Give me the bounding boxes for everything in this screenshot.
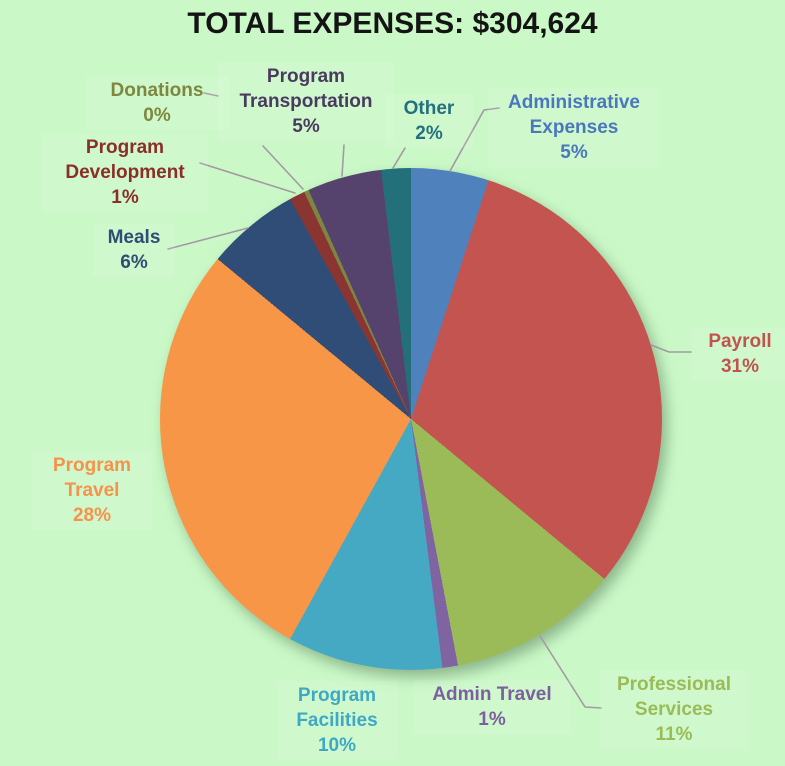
pie-chart <box>160 168 662 670</box>
slice-percent: 5% <box>292 116 320 138</box>
label-program-travel: Program Travel 28% <box>32 451 152 531</box>
slice-percent: 1% <box>111 187 139 209</box>
slice-name: Donations <box>110 80 204 101</box>
slice-percent: 10% <box>317 735 357 757</box>
slice-name: Admin Travel <box>432 684 552 705</box>
slice-name: Program Development <box>65 137 185 184</box>
slice-name: Other <box>403 98 455 119</box>
label-program-facilities: Program Facilities 10% <box>277 681 397 761</box>
chart-title: TOTAL EXPENSES: $304,624 <box>187 7 598 40</box>
leader-line-payroll <box>650 344 692 353</box>
slice-name: Program Transportation <box>239 66 373 113</box>
label-other: Other 2% <box>385 94 473 149</box>
slice-name: Program Facilities <box>296 685 378 732</box>
label-professional-services: Professional Services 11% <box>600 670 748 750</box>
leader-line-program-development <box>199 162 296 194</box>
slice-name: Program Travel <box>52 455 132 502</box>
label-administrative-expenses: Administrative Expenses 5% <box>488 88 660 168</box>
label-payroll: Payroll 31% <box>692 327 785 382</box>
slice-percent: 11% <box>655 724 693 746</box>
slice-percent: 1% <box>478 709 506 731</box>
label-program-development: Program Development 1% <box>42 133 208 213</box>
label-donations: Donations 0% <box>85 76 229 131</box>
slice-name: Meals <box>107 227 161 248</box>
slice-percent: 2% <box>415 123 443 145</box>
slice-percent: 0% <box>143 105 171 127</box>
slice-percent: 28% <box>72 505 112 527</box>
leader-line-other <box>392 147 406 169</box>
leader-line-program-transportation <box>341 144 345 177</box>
label-admin-travel: Admin Travel 1% <box>413 680 571 735</box>
slice-percent: 5% <box>560 142 588 164</box>
slice-percent: 6% <box>120 252 148 274</box>
label-program-transportation: Program Transportation 5% <box>218 62 394 142</box>
slice-name: Administrative Expenses <box>508 92 640 139</box>
leader-line-donations <box>262 145 304 190</box>
label-meals: Meals 6% <box>93 223 175 278</box>
slice-name: Payroll <box>708 331 772 352</box>
slice-percent: 31% <box>720 356 760 378</box>
slice-name: Professional Services <box>616 674 732 721</box>
